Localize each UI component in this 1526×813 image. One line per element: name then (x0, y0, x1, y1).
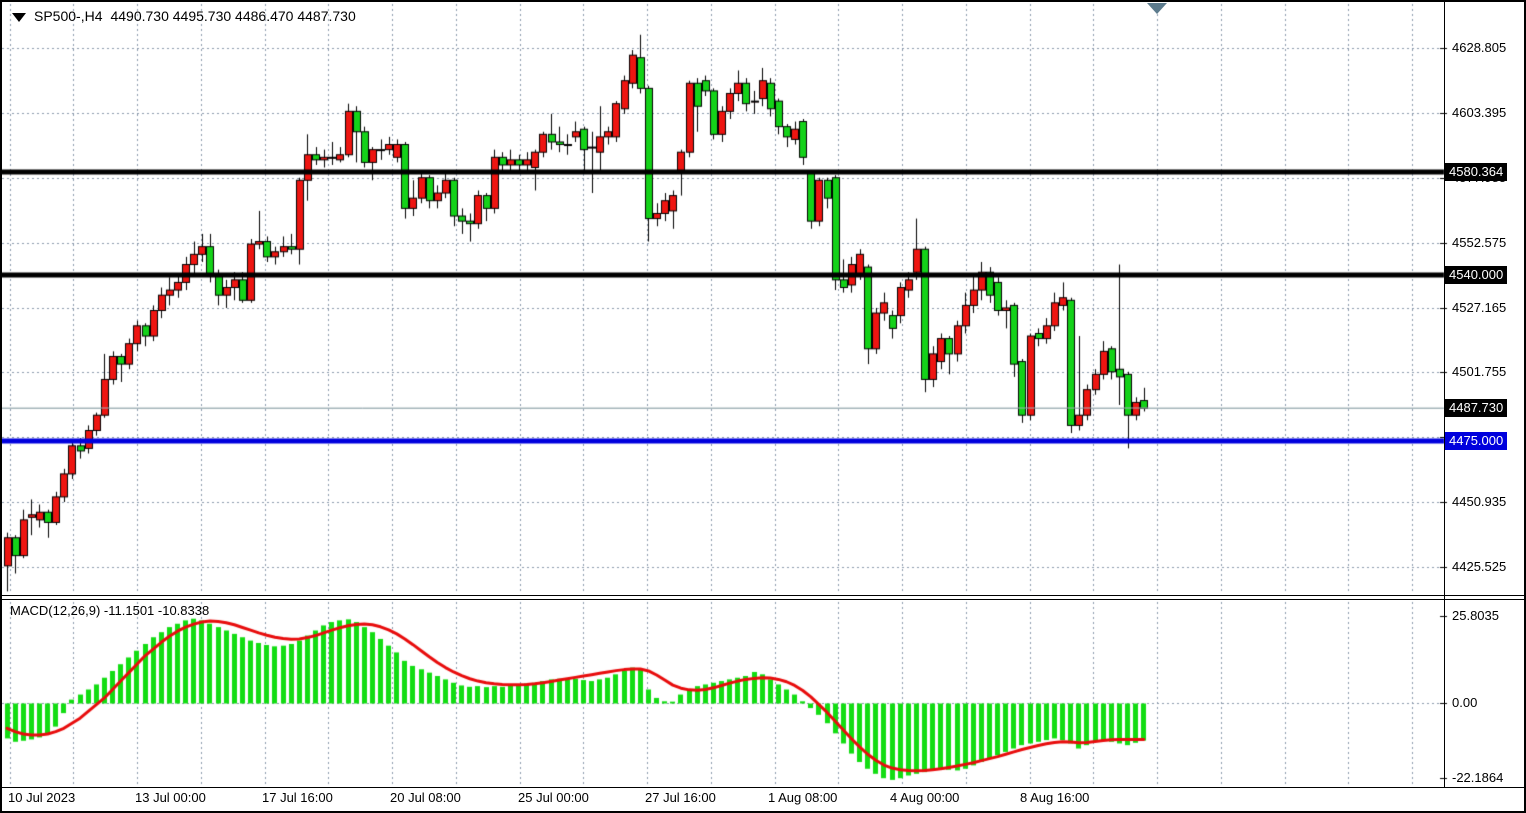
chart-title: SP500-,H4 4490.730 4495.730 4486.470 448… (12, 8, 356, 24)
price-tick-label: 4527.165 (1452, 299, 1507, 315)
time-label: 10 Jul 2023 (8, 790, 76, 805)
macd-tick-label: -22.1864 (1452, 769, 1504, 785)
chart-shift-marker-icon[interactable] (1147, 3, 1167, 14)
symbol-period-label: SP500-,H4 (34, 8, 103, 24)
price-tick-label: 4552.575 (1452, 234, 1507, 250)
time-label: 27 Jul 16:00 (645, 790, 716, 805)
price-tick-label: 4450.935 (1452, 494, 1507, 510)
time-label: 8 Aug 16:00 (1020, 790, 1090, 805)
time-label: 17 Jul 16:00 (262, 790, 333, 805)
price-tick-label: 4603.395 (1452, 104, 1507, 120)
price-tick-label: 4501.755 (1452, 364, 1507, 380)
time-axis-border (2, 787, 1524, 788)
macd-tick-label: 0.00 (1452, 695, 1478, 710)
pane-splitter[interactable] (2, 595, 1524, 596)
time-label: 25 Jul 00:00 (518, 790, 589, 805)
price-tick-label: 4425.525 (1452, 559, 1507, 575)
time-label: 20 Jul 08:00 (390, 790, 461, 805)
macd-tick-label: 25.8035 (1452, 607, 1499, 623)
time-axis (2, 788, 1524, 811)
price-line-badge: 4540.000 (1445, 265, 1508, 284)
time-label: 1 Aug 08:00 (768, 790, 838, 805)
symbol-dropdown-icon[interactable] (12, 12, 26, 22)
axis-border (1444, 2, 1445, 787)
price-line-badge: 4475.000 (1445, 431, 1508, 450)
price-line-badge: 4580.364 (1445, 162, 1508, 181)
ohlc-readout: 4490.730 4495.730 4486.470 4487.730 (110, 8, 356, 24)
pane-splitter[interactable] (2, 599, 1524, 600)
time-label: 13 Jul 00:00 (135, 790, 206, 805)
price-line-badge: 4487.730 (1445, 399, 1508, 418)
price-tick-label: 4628.805 (1452, 40, 1507, 55)
macd-indicator-label: MACD(12,26,9) -11.1501 -10.8338 (10, 603, 210, 618)
time-label: 4 Aug 00:00 (890, 790, 960, 805)
